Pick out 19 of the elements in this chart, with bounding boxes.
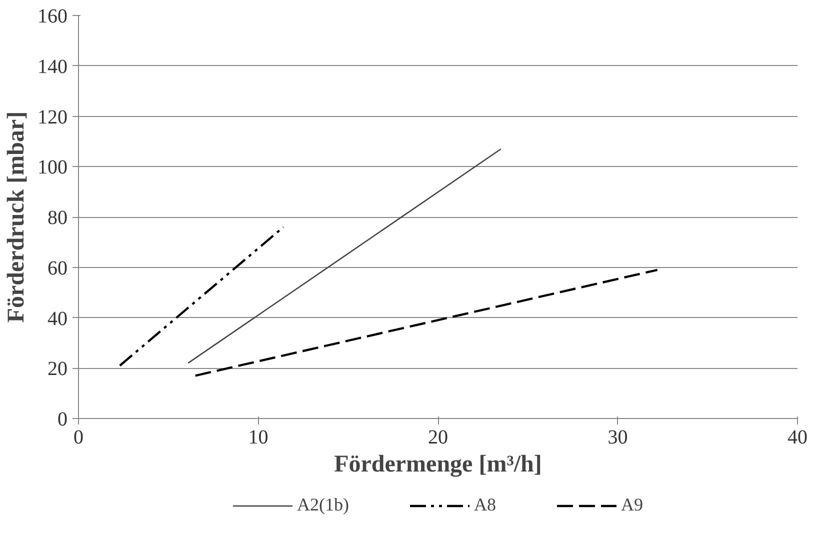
y-tick-label: 100: [38, 156, 68, 179]
y-tick-label: 120: [38, 106, 68, 128]
x-tick-label: 30: [608, 426, 628, 448]
y-tick-label: 40: [48, 308, 68, 330]
x-tick-label: 10: [248, 426, 268, 448]
legend-label: A8: [474, 494, 496, 516]
y-tick-label: 0: [58, 408, 68, 430]
x-tick-label: 0: [74, 426, 84, 448]
y-tick-label: 60: [48, 257, 68, 280]
x-tick-label: 40: [788, 426, 808, 448]
x-tick-label: 20: [428, 426, 448, 448]
y-axis-title: Förderdruck [mbar]: [4, 111, 30, 323]
y-tick-label: 160: [38, 6, 68, 28]
legend-label: A9: [621, 494, 643, 516]
x-axis-title: Fördermenge [m³/h]: [334, 452, 542, 478]
legend-label: A2(1b): [297, 494, 349, 516]
y-tick-label: 80: [48, 207, 68, 229]
y-tick-label: 20: [48, 358, 68, 380]
y-tick-label: 140: [38, 56, 68, 78]
